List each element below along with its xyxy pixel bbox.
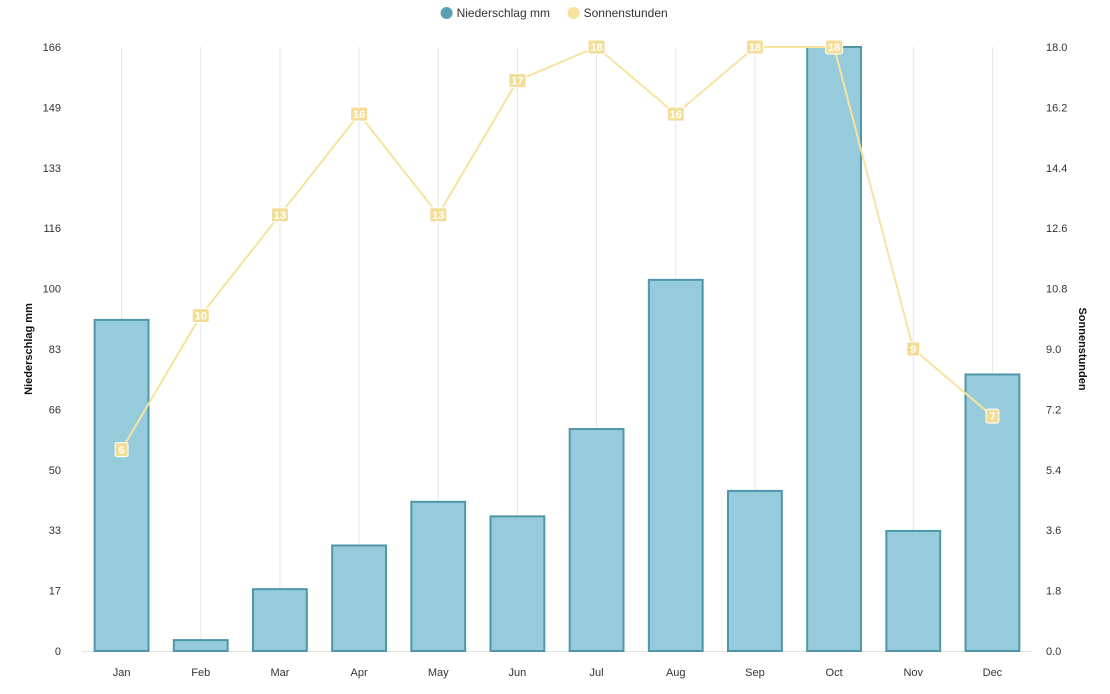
bar-feb: [172, 639, 229, 653]
y-tick-label: 50: [49, 465, 61, 477]
data-label-mar: 13: [274, 210, 286, 222]
data-label-jan: 6: [119, 445, 125, 457]
y2-tick-label: 0.0: [1046, 646, 1061, 658]
bar-dec: [964, 373, 1021, 652]
data-label-bg: [114, 442, 129, 458]
y2-tick-label: 10.8: [1046, 284, 1067, 296]
data-label-bg: [429, 207, 448, 223]
line-series: [120, 45, 994, 451]
x-tick-label: Jul: [590, 667, 604, 679]
x-tick-label: Oct: [826, 667, 843, 679]
data-label-bg: [508, 73, 527, 89]
y-tick-label: 33: [49, 525, 61, 537]
line-data-labels: 6 10 13 16 13 17 18 16 18 18 9 7: [114, 39, 1000, 458]
data-label-bg: [191, 307, 210, 323]
y2-tick-label: 14.4: [1046, 163, 1067, 175]
data-label-bg: [825, 39, 844, 55]
bar-apr: [331, 544, 387, 653]
y2-tick-label: 18.0: [1046, 42, 1067, 54]
y2-tick-label: 16.2: [1046, 102, 1067, 114]
x-tick-label: Feb: [191, 667, 210, 679]
data-label-bg: [666, 106, 685, 122]
x-tick-label: Jun: [509, 667, 527, 679]
sunshine-line: [120, 45, 994, 451]
y-tick-label: 116: [43, 223, 61, 235]
data-label-bg: [587, 39, 606, 55]
bar-jul: [568, 428, 625, 652]
x-tick-label: Dec: [983, 667, 1003, 679]
bar-may: [410, 500, 467, 652]
y-axis-title: Niederschlag mm: [23, 303, 35, 395]
x-tick-label: Apr: [351, 667, 368, 679]
legend-label: Niederschlag mm: [457, 6, 550, 20]
data-label-jul: 18: [590, 42, 602, 54]
bar-nov: [885, 529, 942, 653]
bar-series: [93, 46, 1021, 653]
y-tick-label: 149: [43, 102, 61, 114]
x-tick-label: Mar: [270, 667, 289, 679]
data-label-bg: [350, 106, 369, 122]
y-tick-label: 83: [49, 344, 61, 356]
data-label-jun: 17: [511, 76, 523, 88]
y2-tick-label: 5.4: [1046, 465, 1061, 477]
legend-label: Sonnenstunden: [584, 6, 668, 20]
y-tick-label: 66: [49, 404, 61, 416]
data-label-dec: 7: [989, 411, 995, 423]
data-label-bg: [906, 341, 921, 357]
bar-jun: [489, 515, 546, 652]
data-label-feb: 10: [195, 310, 207, 322]
data-label-sep: 18: [749, 42, 761, 54]
y-tick-label: 133: [43, 163, 61, 175]
bar-jan: [93, 318, 150, 652]
data-label-bg: [270, 207, 289, 223]
y2-axis-title: Sonnenstunden: [1076, 307, 1088, 390]
bar-sep: [727, 489, 783, 653]
x-tick-label: May: [428, 667, 449, 679]
x-tick-label: Aug: [666, 667, 686, 679]
legend-marker: [440, 7, 453, 19]
data-label-oct: 18: [828, 42, 840, 54]
x-tick-label: Nov: [903, 667, 923, 679]
legend: Niederschlag mm Sonnenstunden: [440, 6, 668, 20]
y-tick-label: 100: [43, 284, 61, 296]
x-tick-label: Jan: [113, 667, 131, 679]
y2-tick-label: 12.6: [1046, 223, 1067, 235]
bar-aug: [647, 278, 704, 652]
legend-marker: [567, 7, 580, 19]
data-label-nov: 9: [910, 344, 916, 356]
data-label-may: 13: [432, 210, 444, 222]
y2-tick-label: 7.2: [1046, 404, 1061, 416]
x-tick-label: Sep: [745, 667, 765, 679]
y2-tick-label: 9.0: [1046, 344, 1061, 356]
y-tick-label: 17: [49, 586, 61, 598]
y-tick-label: 166: [43, 42, 61, 54]
bar-mar: [252, 588, 308, 653]
data-label-apr: 16: [353, 109, 365, 121]
y-tick-label: 0: [55, 646, 61, 658]
axes: 017335066831001161331491660.01.83.65.47.…: [23, 42, 1088, 679]
y2-tick-label: 3.6: [1046, 525, 1061, 537]
data-label-bg: [745, 39, 764, 55]
data-label-bg: [985, 408, 1000, 424]
bar-oct: [806, 46, 863, 652]
y2-tick-label: 1.8: [1046, 586, 1061, 598]
data-label-aug: 16: [670, 109, 682, 121]
